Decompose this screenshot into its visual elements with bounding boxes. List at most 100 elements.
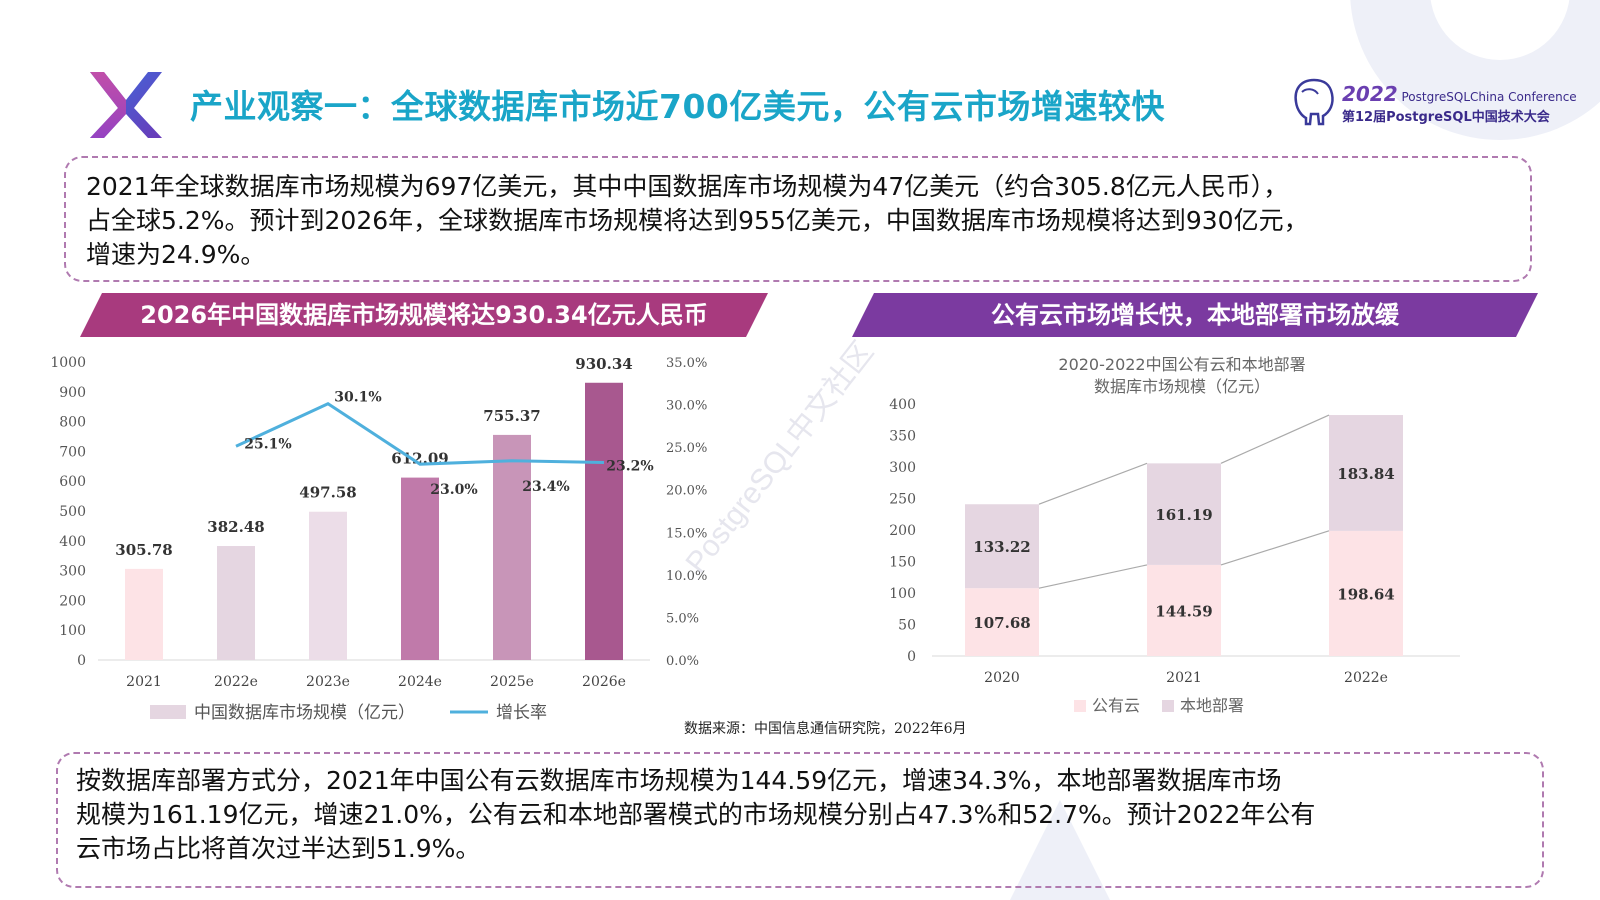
bar — [125, 568, 163, 660]
legend-on-premise-label: 本地部署 — [1180, 696, 1244, 715]
y2-tick-label: 0.0% — [666, 654, 699, 669]
x-tick-label: 2026e — [582, 674, 626, 690]
bar-value-label: 930.34 — [575, 355, 632, 373]
banner-left: 2026年中国数据库市场规模将达930.34亿元人民币 — [80, 293, 768, 337]
chart-title: 2020-2022中国公有云和本地部署 — [1058, 355, 1305, 374]
summary-top: 2021年全球数据库市场规模为697亿美元，其中中国数据库市场规模为47亿美元（… — [64, 156, 1532, 282]
conference-year: 2022 — [1342, 82, 1398, 106]
summary-bottom-line3: 云市场占比将首次过半达到51.9%。 — [76, 834, 481, 863]
bar — [585, 382, 623, 660]
growth-point-label: 30.1% — [334, 390, 381, 406]
y-tick-label: 50 — [898, 618, 916, 634]
series-line-connector — [1038, 564, 1148, 589]
page-title: 产业观察一：全球数据库市场近700亿美元，公有云市场增速较快 — [190, 87, 1165, 126]
legend-public-cloud-label: 公有云 — [1092, 696, 1140, 715]
y2-tick-label: 5.0% — [666, 611, 699, 626]
series-line-connector — [1220, 530, 1330, 566]
x-tick-label: 2021 — [1166, 670, 1202, 686]
y-tick-label: 700 — [59, 444, 86, 460]
banner-left-label: 2026年中国数据库市场规模将达930.34亿元人民币 — [140, 301, 708, 329]
y-tick-label: 400 — [889, 397, 916, 413]
summary-bottom-line1: 按数据库部署方式分，2021年中国公有云数据库市场规模为144.59亿元，增速3… — [76, 766, 1282, 795]
series-line-connector — [1220, 414, 1330, 464]
legend-line-label: 增长率 — [496, 703, 547, 723]
y2-tick-label: 20.0% — [666, 484, 707, 499]
y2-tick-label: 25.0% — [666, 441, 707, 456]
conference-badge: 2022 PostgreSQLChina Conference 第12届Post… — [1292, 78, 1577, 128]
summary-top-line1: 2021年全球数据库市场规模为697亿美元，其中中国数据库市场规模为47亿美元（… — [86, 172, 1289, 201]
bar-public-cloud — [1329, 530, 1403, 656]
bar-value-label: 305.78 — [115, 541, 172, 559]
bar-on-premise — [1147, 463, 1221, 565]
conference-name-text: PostgreSQLChina Conference — [1401, 90, 1577, 104]
growth-point-label: 23.4% — [522, 479, 569, 495]
y-tick-label: 0 — [907, 649, 916, 665]
y2-tick-label: 30.0% — [666, 399, 707, 414]
y-tick-label: 100 — [59, 623, 86, 639]
growth-point-label: 25.1% — [244, 436, 291, 452]
y2-tick-label: 35.0% — [666, 356, 707, 371]
y-tick-label: 200 — [889, 523, 916, 539]
x-tick-label: 2020 — [984, 670, 1020, 686]
banner-right-label: 公有云市场增长快，本地部署市场放缓 — [991, 301, 1399, 329]
bar-public-cloud — [965, 588, 1039, 656]
x-tick-label: 2025e — [490, 674, 534, 690]
bar-public-cloud — [1147, 564, 1221, 656]
bar-value-label: 497.58 — [299, 484, 356, 502]
bar-on-premise — [965, 504, 1039, 589]
y-tick-label: 200 — [59, 593, 86, 609]
y-tick-label: 800 — [59, 415, 86, 431]
summary-top-line2: 占全球5.2%。预计到2026年，全球数据库市场规模将达到955亿美元，中国数据… — [86, 206, 1309, 235]
y-tick-label: 100 — [889, 586, 916, 602]
y-tick-label: 300 — [889, 460, 916, 476]
conference-subtitle: 第12届PostgreSQL中国技术大会 — [1342, 110, 1550, 125]
y-tick-label: 350 — [889, 429, 916, 445]
bar-public-cloud-label: 198.64 — [1337, 585, 1394, 603]
x-tick-label: 2022e — [214, 674, 258, 690]
x-tick-label: 2024e — [398, 674, 442, 690]
legend-bar-label: 中国数据库市场规模（亿元） — [194, 703, 415, 723]
x-tick-label: 2023e — [306, 674, 350, 690]
bar-on-premise-label: 161.19 — [1155, 506, 1212, 524]
brand-logo — [90, 72, 162, 138]
summary-bottom-line2: 规模为161.19亿元，增速21.0%，公有云和本地部署模式的市场规模分别占47… — [76, 800, 1316, 829]
x-tick-label: 2022e — [1344, 670, 1388, 686]
growth-line — [235, 402, 605, 466]
banner-right: 公有云市场增长快，本地部署市场放缓 — [852, 293, 1538, 337]
bar-on-premise-label: 133.22 — [973, 538, 1030, 556]
chart-subtitle: 数据库市场规模（亿元） — [1094, 377, 1270, 396]
bar — [309, 511, 347, 660]
source-note: 数据来源：中国信息通信研究院，2022年6月 — [684, 721, 967, 737]
elephant-icon — [1294, 78, 1334, 126]
legend-on-premise-swatch — [1162, 700, 1174, 712]
y-tick-label: 400 — [59, 534, 86, 550]
y2-tick-label: 15.0% — [666, 526, 707, 541]
legend-bar-swatch — [150, 705, 186, 719]
banner-right-shape — [852, 293, 1538, 337]
bar-value-label: 755.37 — [483, 407, 540, 425]
bar-public-cloud-label: 107.68 — [973, 614, 1030, 632]
bar-on-premise-label: 183.84 — [1337, 465, 1394, 483]
summary-top-line3: 增速为24.9%。 — [86, 240, 266, 269]
x-tick-label: 2021 — [126, 674, 162, 690]
conference-name: 2022 PostgreSQLChina Conference — [1342, 82, 1577, 106]
bar — [217, 546, 255, 660]
legend-public-cloud-swatch — [1074, 700, 1086, 712]
bar — [401, 477, 439, 660]
bar-on-premise — [1329, 415, 1403, 531]
banner-left-shape — [80, 293, 768, 337]
y-tick-label: 500 — [59, 504, 86, 520]
series-line-connector — [1038, 462, 1148, 505]
y2-tick-label: 10.0% — [666, 569, 707, 584]
y-tick-label: 250 — [889, 492, 916, 508]
y-tick-label: 300 — [59, 564, 86, 580]
summary-bottom: 按数据库部署方式分，2021年中国公有云数据库市场规模为144.59亿元，增速3… — [56, 752, 1544, 888]
y-tick-label: 0 — [77, 653, 86, 669]
y-tick-label: 600 — [59, 474, 86, 490]
y-tick-label: 1000 — [50, 355, 86, 371]
bar-public-cloud-label: 144.59 — [1155, 602, 1212, 620]
y-tick-label: 150 — [889, 555, 916, 571]
bar-value-label: 382.48 — [207, 518, 264, 536]
growth-point-label: 23.0% — [430, 482, 477, 498]
